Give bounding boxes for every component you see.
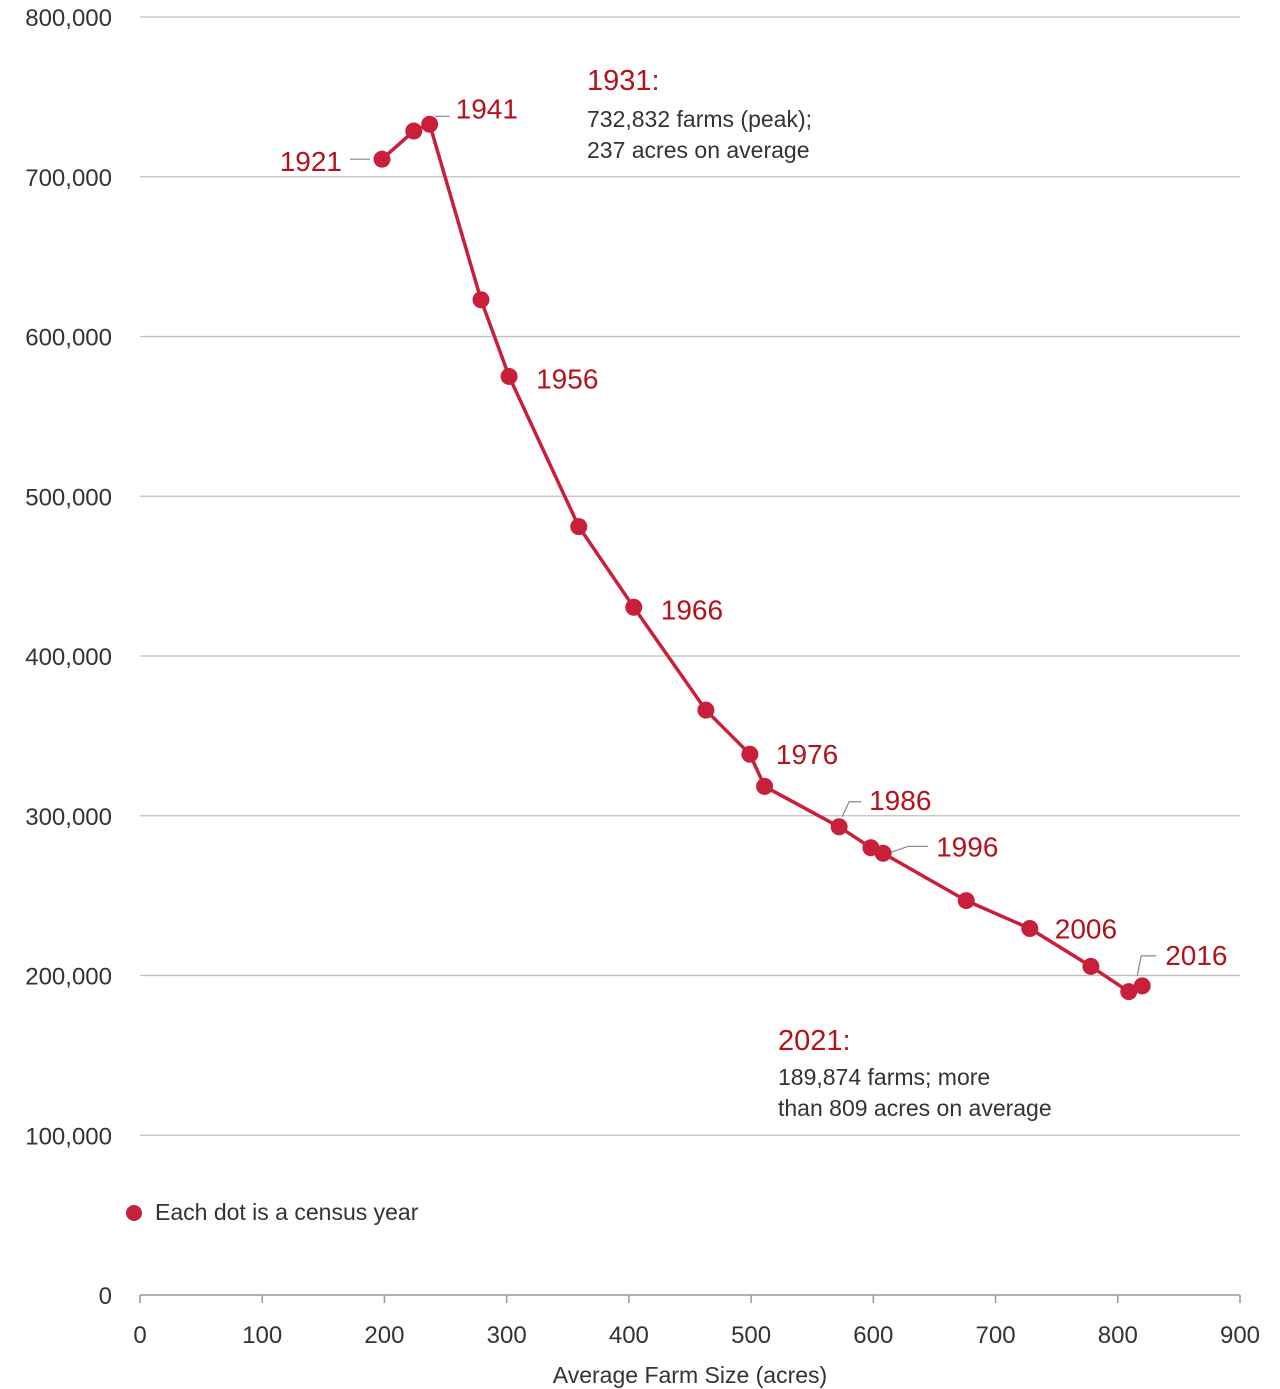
data-point	[874, 844, 892, 862]
data-point	[741, 745, 759, 763]
data-point	[500, 367, 518, 385]
y-tick-label: 600,000	[25, 325, 112, 352]
leader-line-1986	[841, 801, 862, 818]
annotation-2021-heading: 2021:	[778, 1025, 851, 1057]
y-tick-label: 0	[99, 1283, 112, 1310]
leader-line-2016	[1136, 955, 1157, 977]
year-label-2016: 2016	[1165, 940, 1227, 971]
data-point	[405, 122, 423, 140]
data-point	[472, 291, 490, 309]
data-point	[830, 818, 848, 836]
annotation-1931-heading: 1931:	[587, 65, 660, 97]
legend-dot-icon	[126, 1205, 142, 1221]
annotation-1931-line-2: 237 acres on average	[587, 137, 810, 163]
data-point	[957, 892, 975, 910]
x-tick-label: 400	[609, 1322, 649, 1349]
y-tick-label: 400,000	[25, 644, 112, 671]
data-points	[373, 115, 1151, 1001]
x-tick-label: 300	[487, 1322, 527, 1349]
data-point	[625, 598, 643, 616]
x-axis-ticks: 0 100 200 300 400 500 600 700 800 900	[133, 1295, 1260, 1349]
data-point	[1021, 920, 1039, 938]
data-point	[421, 115, 439, 133]
data-point	[756, 777, 774, 795]
annotation-2021-line-1: 189,874 farms; more	[778, 1064, 990, 1090]
y-tick-label: 300,000	[25, 804, 112, 831]
y-tick-label: 200,000	[25, 964, 112, 991]
x-tick-label: 100	[242, 1322, 282, 1349]
x-tick-label: 900	[1220, 1322, 1260, 1349]
y-tick-label: 500,000	[25, 484, 112, 511]
year-label-1996: 1996	[936, 831, 998, 862]
year-label-1956: 1956	[536, 363, 598, 394]
data-point	[697, 701, 715, 719]
x-tick-label: 0	[133, 1322, 146, 1349]
x-axis-title: Average Farm Size (acres)	[553, 1362, 827, 1388]
label-leader-lines	[350, 115, 1157, 977]
data-point	[1082, 957, 1100, 975]
year-label-1921: 1921	[280, 146, 342, 177]
annotation-1931-line-1: 732,832 farms (peak);	[587, 106, 812, 132]
data-point	[570, 518, 588, 536]
year-label-1941: 1941	[456, 93, 518, 124]
year-label-2006: 2006	[1055, 914, 1117, 945]
leader-line-1996	[887, 845, 929, 854]
data-point	[1133, 977, 1151, 995]
legend-label: Each dot is a census year	[155, 1199, 419, 1225]
x-tick-label: 700	[976, 1322, 1016, 1349]
y-tick-label: 100,000	[25, 1123, 112, 1150]
data-point	[1120, 983, 1138, 1001]
annotation-2021-line-2: than 809 acres on average	[778, 1095, 1052, 1121]
year-label-1976: 1976	[776, 739, 838, 770]
legend: Each dot is a census year	[126, 1199, 419, 1225]
gridlines	[140, 16, 1240, 1296]
annotation-1931: 1931: 732,832 farms (peak); 237 acres on…	[587, 65, 812, 163]
y-tick-label: 700,000	[25, 165, 112, 192]
y-axis-ticks: 0 100,000 200,000 300,000 400,000 500,000 600,…	[25, 5, 112, 1310]
year-label-1986: 1986	[869, 785, 931, 816]
series-line	[380, 122, 1143, 994]
leader-line-1941	[435, 115, 450, 118]
y-tick-label: 800,000	[25, 5, 112, 32]
data-point	[373, 150, 391, 168]
x-tick-label: 600	[853, 1322, 893, 1349]
year-label-1966: 1966	[661, 594, 723, 625]
x-tick-label: 800	[1098, 1322, 1138, 1349]
x-tick-label: 500	[731, 1322, 771, 1349]
x-tick-label: 200	[364, 1322, 404, 1349]
annotation-2021: 2021: 189,874 farms; more than 809 acres…	[778, 1025, 1052, 1121]
